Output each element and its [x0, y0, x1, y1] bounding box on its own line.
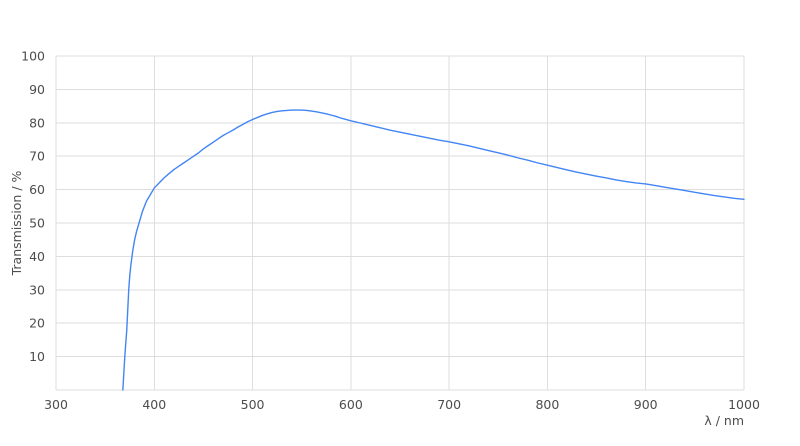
- x-tick-label: 300: [44, 397, 68, 412]
- x-tick-label: 700: [437, 397, 461, 412]
- y-tick-label: 50: [29, 216, 45, 231]
- x-axis-title: λ / nm: [704, 413, 744, 428]
- x-tick-label: 400: [142, 397, 166, 412]
- x-tick-label: 600: [339, 397, 363, 412]
- x-tick-label: 900: [634, 397, 658, 412]
- y-tick-label: 10: [29, 349, 45, 364]
- x-tick-label: 500: [241, 397, 265, 412]
- y-tick-label: 30: [29, 282, 45, 297]
- transmission-line: [122, 109, 745, 391]
- x-tick-label: 800: [535, 397, 559, 412]
- y-tick-label: 60: [29, 182, 45, 197]
- axis-tick-labels: 300 400 500 600 700 800 900 1000 10 20 30 40 50 60 70 8…: [21, 49, 760, 413]
- y-axis-title: Transmission / %: [9, 170, 24, 276]
- y-tick-label: 90: [29, 82, 45, 97]
- y-tick-label: 40: [29, 249, 45, 264]
- y-tick-label: 70: [29, 149, 45, 164]
- y-tick-label: 100: [21, 49, 45, 64]
- x-tick-label: 1000: [728, 397, 760, 412]
- y-tick-label: 20: [29, 316, 45, 331]
- grid-lines: [55, 55, 745, 391]
- data-series: [122, 109, 745, 391]
- y-tick-label: 80: [29, 115, 45, 130]
